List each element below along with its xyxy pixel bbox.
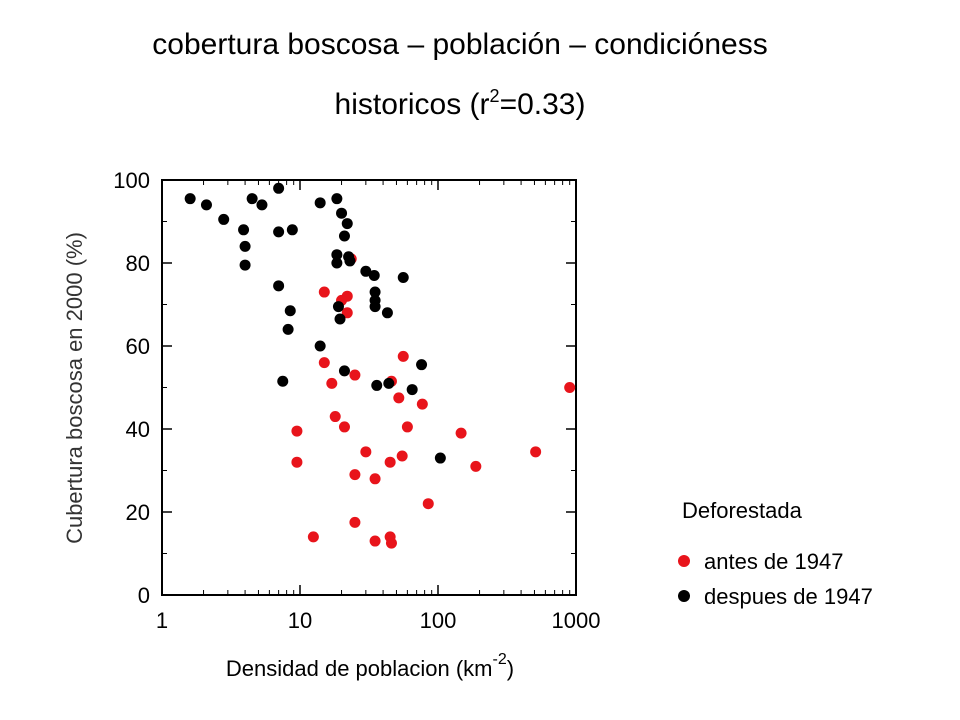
data-point	[338, 421, 350, 433]
data-point	[368, 269, 380, 281]
data-point	[369, 535, 381, 547]
x-tick-label: 1000	[552, 608, 601, 633]
data-point	[396, 450, 408, 462]
data-points	[184, 182, 576, 549]
y-tick-label: 100	[113, 168, 150, 193]
data-point	[291, 425, 303, 437]
data-point	[256, 199, 268, 211]
data-point	[393, 392, 405, 404]
data-point	[334, 313, 346, 325]
y-axis-label: Cubertura boscosa en 2000 (%)	[62, 232, 87, 544]
x-tick-label: 1	[156, 608, 168, 633]
data-point	[470, 460, 482, 472]
data-point	[369, 473, 381, 485]
data-point	[455, 427, 467, 439]
title-line-2-suffix: =0.33)	[500, 88, 586, 121]
data-point	[383, 377, 395, 389]
data-point	[397, 350, 409, 362]
data-point	[239, 259, 251, 271]
data-point	[338, 365, 350, 377]
data-point	[341, 218, 353, 230]
data-point	[314, 197, 326, 209]
legend-label-antes: antes de 1947	[704, 549, 843, 574]
data-point	[246, 193, 258, 205]
data-point	[238, 224, 250, 236]
x-axis-label-suffix: )	[507, 656, 514, 681]
data-point	[218, 213, 230, 225]
data-point	[341, 307, 353, 319]
data-point	[371, 379, 383, 391]
data-point	[564, 382, 576, 393]
data-point	[344, 255, 356, 267]
chart-title-line-2: historicos (r2=0.33)	[335, 86, 586, 121]
data-point	[331, 257, 343, 269]
series-despues	[184, 182, 446, 464]
data-point	[329, 411, 341, 423]
data-point	[385, 537, 397, 549]
data-point	[360, 446, 372, 458]
title-line-2-prefix: historicos (r	[335, 88, 490, 121]
data-point	[434, 452, 446, 464]
chart-title-line-1: cobertura boscosa – población – condició…	[152, 28, 767, 61]
data-point	[314, 340, 326, 352]
legend-marker-despues	[678, 590, 690, 602]
x-tick-label: 10	[288, 608, 312, 633]
data-point	[360, 265, 372, 277]
data-point	[397, 272, 409, 284]
data-point	[286, 224, 298, 236]
data-point	[284, 305, 296, 317]
data-point	[416, 398, 428, 410]
data-point	[273, 182, 285, 194]
y-tick-label: 20	[126, 500, 150, 525]
series-antes	[291, 253, 576, 549]
x-axis-label-superscript: -2	[493, 651, 507, 668]
data-point	[239, 240, 251, 252]
legend-title: Deforestada	[682, 498, 803, 523]
data-point	[416, 359, 428, 371]
data-point	[349, 516, 361, 528]
data-point	[406, 384, 418, 396]
data-point	[200, 199, 212, 211]
data-point	[318, 357, 330, 369]
data-point	[184, 193, 196, 205]
data-point	[530, 446, 542, 458]
data-point	[384, 456, 396, 468]
data-point	[331, 249, 343, 261]
plot-frame	[161, 179, 577, 596]
x-axis-label-prefix: Densidad de poblacion (km	[226, 656, 493, 681]
data-point	[401, 421, 413, 433]
data-point	[338, 230, 350, 242]
data-point	[349, 369, 361, 381]
data-point	[291, 456, 303, 468]
data-point	[381, 307, 393, 319]
y-tick-label: 60	[126, 334, 150, 359]
title-line-2-superscript: 2	[490, 86, 500, 106]
y-tick-label: 80	[126, 251, 150, 276]
data-point	[336, 207, 348, 219]
data-point	[349, 469, 361, 481]
data-point	[369, 286, 381, 298]
data-point	[318, 286, 330, 298]
data-point	[326, 377, 338, 389]
data-point	[273, 280, 285, 292]
x-axis-label: Densidad de poblacion (km-2)	[226, 651, 514, 681]
data-point	[307, 531, 319, 543]
data-point	[422, 498, 434, 510]
y-tick-label: 0	[138, 583, 150, 608]
data-point	[369, 301, 381, 313]
y-tick-label: 40	[126, 417, 150, 442]
data-point	[277, 375, 289, 387]
x-tick-label: 100	[420, 608, 457, 633]
legend-label-despues: despues de 1947	[704, 584, 873, 609]
axis-ticks: 1 10 100 1000 0 20 40 60 80 100	[113, 168, 600, 633]
data-point	[282, 323, 294, 335]
legend-marker-antes	[678, 555, 690, 567]
data-point	[332, 301, 344, 313]
data-point	[273, 226, 285, 238]
data-point	[331, 193, 343, 205]
legend: Deforestada antes de 1947 despues de 194…	[678, 498, 873, 609]
